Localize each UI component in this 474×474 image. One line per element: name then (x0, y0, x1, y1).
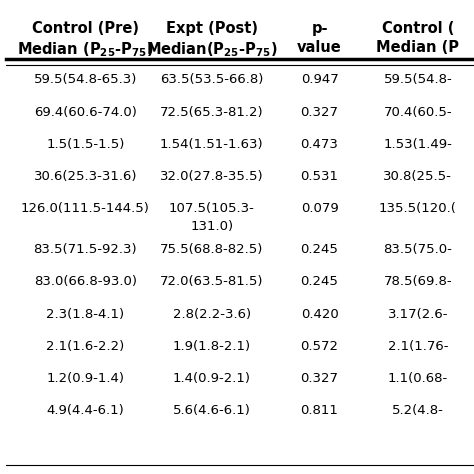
Text: 83.0(66.8-93.0): 83.0(66.8-93.0) (34, 275, 137, 288)
Text: Control (Pre): Control (Pre) (32, 21, 139, 36)
Text: 0.327: 0.327 (301, 372, 338, 385)
Text: 0.420: 0.420 (301, 308, 338, 320)
Text: 4.9(4.4-6.1): 4.9(4.4-6.1) (46, 404, 124, 417)
Text: Median($\mathbf{P_{25}}$-$\mathbf{P_{75}}$): Median($\mathbf{P_{25}}$-$\mathbf{P_{75}… (146, 40, 278, 59)
Text: 83.5(71.5-92.3): 83.5(71.5-92.3) (34, 243, 137, 256)
Text: 32.0(27.8-35.5): 32.0(27.8-35.5) (160, 170, 264, 183)
Text: 5.6(4.6-6.1): 5.6(4.6-6.1) (173, 404, 251, 417)
Text: 0.473: 0.473 (301, 138, 338, 151)
Text: 0.811: 0.811 (301, 404, 338, 417)
Text: 59.5(54.8-65.3): 59.5(54.8-65.3) (34, 73, 137, 86)
Text: 0.245: 0.245 (301, 243, 338, 256)
Text: 0.572: 0.572 (301, 340, 338, 353)
Text: 2.1(1.76-: 2.1(1.76- (388, 340, 448, 353)
Text: 2.3(1.8-4.1): 2.3(1.8-4.1) (46, 308, 125, 320)
Text: 1.54(1.51-1.63): 1.54(1.51-1.63) (160, 138, 264, 151)
Text: 0.245: 0.245 (301, 275, 338, 288)
Text: 1.9(1.8-2.1): 1.9(1.8-2.1) (173, 340, 251, 353)
Text: 131.0): 131.0) (190, 220, 233, 233)
Text: 78.5(69.8-: 78.5(69.8- (383, 275, 452, 288)
Text: 72.5(65.3-81.2): 72.5(65.3-81.2) (160, 106, 264, 118)
Text: 1.2(0.9-1.4): 1.2(0.9-1.4) (46, 372, 125, 385)
Text: value: value (297, 40, 342, 55)
Text: 0.947: 0.947 (301, 73, 338, 86)
Text: 59.5(54.8-: 59.5(54.8- (383, 73, 452, 86)
Text: 1.53(1.49-: 1.53(1.49- (383, 138, 452, 151)
Text: Median ($\mathbf{P_{25}}$-$\mathbf{P_{75}}$): Median ($\mathbf{P_{25}}$-$\mathbf{P_{75… (17, 40, 154, 59)
Text: 3.17(2.6-: 3.17(2.6- (388, 308, 448, 320)
Text: 135.5(120.(: 135.5(120.( (379, 202, 457, 215)
Text: 70.4(60.5-: 70.4(60.5- (383, 106, 452, 118)
Text: 107.5(105.3-: 107.5(105.3- (169, 202, 255, 215)
Text: p-: p- (311, 21, 328, 36)
Text: 5.2(4.8-: 5.2(4.8- (392, 404, 444, 417)
Text: 1.1(0.68-: 1.1(0.68- (388, 372, 448, 385)
Text: 2.1(1.6-2.2): 2.1(1.6-2.2) (46, 340, 125, 353)
Text: Control (: Control ( (382, 21, 454, 36)
Text: 1.4(0.9-2.1): 1.4(0.9-2.1) (173, 372, 251, 385)
Text: 75.5(68.8-82.5): 75.5(68.8-82.5) (160, 243, 264, 256)
Text: 2.8(2.2-3.6): 2.8(2.2-3.6) (173, 308, 251, 320)
Text: 83.5(75.0-: 83.5(75.0- (383, 243, 452, 256)
Text: 69.4(60.6-74.0): 69.4(60.6-74.0) (34, 106, 137, 118)
Text: Median (P: Median (P (376, 40, 459, 55)
Text: 126.0(111.5-144.5): 126.0(111.5-144.5) (21, 202, 150, 215)
Text: 30.8(25.5-: 30.8(25.5- (383, 170, 452, 183)
Text: 1.5(1.5-1.5): 1.5(1.5-1.5) (46, 138, 125, 151)
Text: 72.0(63.5-81.5): 72.0(63.5-81.5) (160, 275, 264, 288)
Text: 0.531: 0.531 (301, 170, 338, 183)
Text: Expt (Post): Expt (Post) (166, 21, 258, 36)
Text: 63.5(53.5-66.8): 63.5(53.5-66.8) (160, 73, 264, 86)
Text: 0.079: 0.079 (301, 202, 338, 215)
Text: 0.327: 0.327 (301, 106, 338, 118)
Text: 30.6(25.3-31.6): 30.6(25.3-31.6) (34, 170, 137, 183)
